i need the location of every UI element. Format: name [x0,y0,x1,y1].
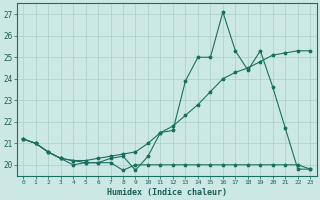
X-axis label: Humidex (Indice chaleur): Humidex (Indice chaleur) [107,188,227,197]
